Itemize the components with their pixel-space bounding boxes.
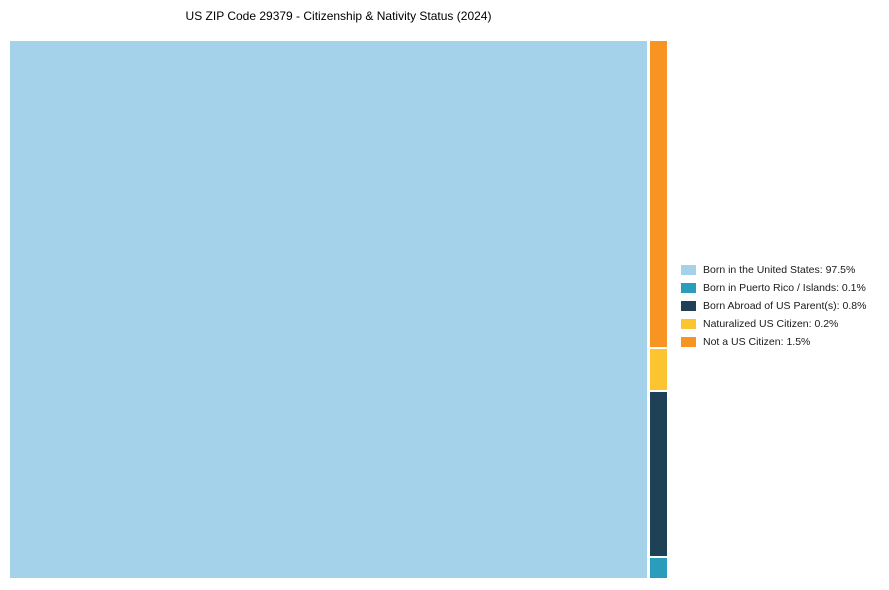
legend: Born in the United States: 97.5% Born in … — [681, 263, 867, 348]
legend-swatch — [681, 300, 696, 311]
legend-item: Naturalized US Citizen: 0.2% — [681, 317, 866, 330]
treemap-segment-not-a-us-citizen — [650, 41, 667, 348]
treemap-segment-naturalized-us-citizen — [650, 349, 667, 391]
treemap-minor-column — [650, 41, 667, 578]
legend-swatch — [681, 264, 696, 275]
legend-item: Born in the United States: 97.5% — [681, 263, 866, 276]
treemap-segment-born-abroad-of-us-parent-s — [650, 392, 667, 556]
legend-item: Born Abroad of US Parent(s): 0.8% — [681, 299, 867, 312]
legend-item: Not a US Citizen: 1.5% — [681, 335, 866, 348]
chart-title: US ZIP Code 29379 - Citizenship & Nativi… — [185, 9, 492, 23]
treemap-plot-area — [10, 41, 667, 578]
legend-label: Born in the United States: 97.5% — [703, 263, 856, 276]
legend-swatch — [681, 336, 696, 347]
legend-swatch — [681, 318, 696, 329]
legend-label: Not a US Citizen: 1.5% — [703, 335, 811, 348]
treemap-segment-born-in-puerto-rico-islands — [650, 557, 667, 578]
legend-label: Naturalized US Citizen: 0.2% — [703, 317, 839, 330]
treemap-segment-born-in-the-united-states — [10, 41, 648, 578]
legend-item: Born in Puerto Rico / Islands: 0.1% — [681, 281, 866, 294]
legend-label: Born in Puerto Rico / Islands: 0.1% — [703, 281, 866, 294]
legend-swatch — [681, 282, 696, 293]
legend-label: Born Abroad of US Parent(s): 0.8% — [703, 299, 867, 312]
